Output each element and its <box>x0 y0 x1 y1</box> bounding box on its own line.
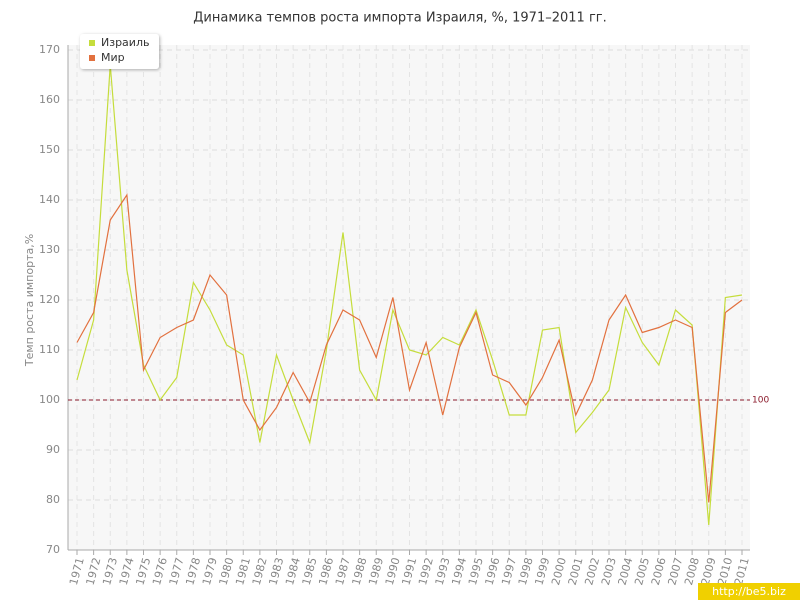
legend-label: Израиль <box>101 36 149 49</box>
y-tick-label: 140 <box>39 193 60 206</box>
y-tick-label: 150 <box>39 143 60 156</box>
line-series <box>76 193 743 503</box>
y-tick-label: 120 <box>39 293 60 306</box>
legend-marker <box>89 55 95 61</box>
legend-label: Мир <box>101 51 125 64</box>
legend-box <box>80 34 159 69</box>
y-tick-label: 130 <box>39 243 60 256</box>
y-axis-label: Темп роста импорта,% <box>23 234 36 367</box>
legend-marker <box>89 40 95 46</box>
x-tick-label: 2011 <box>732 556 752 586</box>
y-tick-label: 70 <box>46 543 60 556</box>
line-series <box>76 64 743 526</box>
reference-label: 100 <box>752 396 769 406</box>
y-tick-label: 80 <box>46 493 60 506</box>
y-tick-label: 160 <box>39 93 60 106</box>
watermark: http://be5.biz <box>712 585 786 598</box>
y-tick-label: 110 <box>39 343 60 356</box>
y-tick-label: 100 <box>39 393 60 406</box>
chart-title: Динамика темпов роста импорта Израиля, %… <box>193 11 606 26</box>
y-tick-label: 170 <box>39 43 60 56</box>
y-tick-label: 90 <box>46 443 60 456</box>
watermark-bg <box>698 583 800 600</box>
